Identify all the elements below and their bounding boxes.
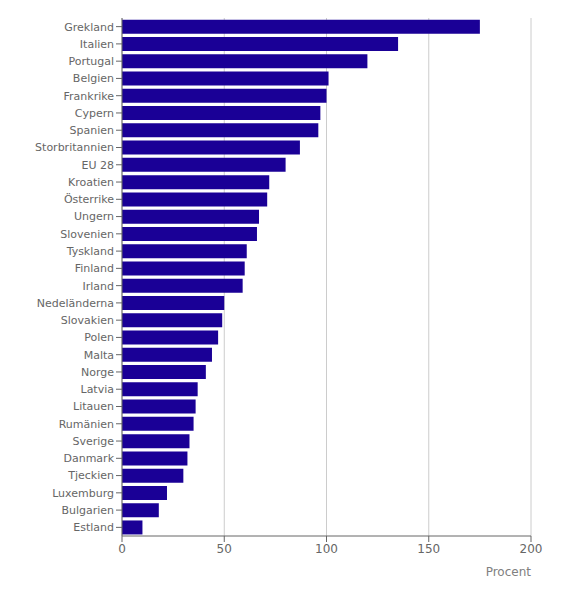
svg-text:0: 0 <box>118 542 126 556</box>
svg-text:Österrike: Österrike <box>64 193 114 206</box>
svg-text:150: 150 <box>417 542 440 556</box>
svg-text:Ungern: Ungern <box>74 210 114 223</box>
svg-text:Grekland: Grekland <box>64 21 114 34</box>
svg-text:Italien: Italien <box>80 38 114 51</box>
svg-text:Spanien: Spanien <box>70 124 115 137</box>
svg-text:Malta: Malta <box>84 349 114 362</box>
svg-text:Frankrike: Frankrike <box>64 90 115 103</box>
svg-text:200: 200 <box>520 542 543 556</box>
svg-text:Danmark: Danmark <box>63 452 114 465</box>
svg-text:Tyskland: Tyskland <box>66 245 114 258</box>
svg-text:Sverige: Sverige <box>72 435 114 448</box>
svg-text:Tjeckien: Tjeckien <box>67 469 114 482</box>
svg-text:Nedeländerna: Nedeländerna <box>37 297 114 310</box>
svg-text:Litauen: Litauen <box>73 400 114 413</box>
svg-text:Latvia: Latvia <box>81 383 115 396</box>
svg-text:50: 50 <box>217 542 232 556</box>
svg-text:Kroatien: Kroatien <box>68 176 114 189</box>
svg-text:Slovakien: Slovakien <box>61 314 114 327</box>
svg-text:Norge: Norge <box>81 366 114 379</box>
svg-text:Finland: Finland <box>75 262 114 275</box>
svg-text:Estland: Estland <box>73 521 114 534</box>
svg-text:Rumänien: Rumänien <box>59 418 114 431</box>
svg-text:100: 100 <box>315 542 338 556</box>
svg-text:Polen: Polen <box>84 331 114 344</box>
svg-text:Bulgarien: Bulgarien <box>61 504 114 517</box>
svg-text:Portugal: Portugal <box>68 55 114 68</box>
svg-text:Irland: Irland <box>82 280 114 293</box>
svg-text:Belgien: Belgien <box>73 72 114 85</box>
svg-text:EU 28: EU 28 <box>82 159 115 172</box>
svg-text:Storbritannien: Storbritannien <box>35 141 114 154</box>
svg-text:Procent: Procent <box>486 565 532 579</box>
svg-text:Luxemburg: Luxemburg <box>52 487 114 500</box>
svg-text:Slovenien: Slovenien <box>60 228 114 241</box>
svg-text:Cypern: Cypern <box>75 107 114 120</box>
